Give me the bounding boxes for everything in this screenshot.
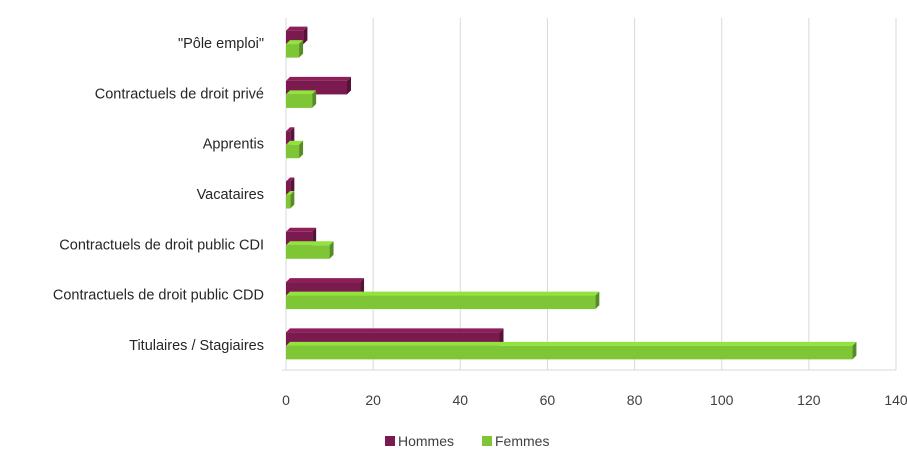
category-label: "Pôle emploi" [178,36,264,52]
bar-side-face [347,76,351,95]
bar-top-face [286,140,304,145]
x-tick-label: 0 [282,392,290,408]
bar-side-face [290,177,295,195]
bar-top-face [286,341,857,346]
bar-top-face [286,76,351,81]
bar-top-face [286,40,304,45]
bar-side-face [312,227,317,246]
bar-front-face [286,295,596,310]
y-axis-categories: "Pôle emploi" Contractuels de droit privé… [53,36,264,354]
bar-femmes [286,291,600,310]
bar-top-face [286,241,334,246]
legend-item-hommes: Hommes [385,433,454,449]
bar-hommes [286,177,295,195]
x-tick-label: 60 [540,392,556,408]
x-tick-label: 40 [452,392,468,408]
bar-side-face [360,278,365,296]
legend-label: Femmes [495,433,549,449]
bar-side-face [290,191,295,209]
legend-label: Hommes [398,433,454,449]
bar-top-face [286,328,504,333]
category-label: Apprentis [203,137,264,153]
bar-front-face [286,94,313,108]
bar-top-face [286,26,308,31]
bar-top-face [286,177,295,182]
bar-front-face [286,131,291,145]
bar-side-face [499,328,504,346]
x-axis-ticks: 0 20 40 60 80 100 120 140 [282,392,907,408]
bar-top-face [286,278,365,283]
category-label: Vacataires [197,187,264,203]
bar-front-face [286,44,300,58]
bar-femmes [286,191,295,209]
bar-side-face [299,140,304,159]
bar-femmes [286,140,304,159]
bar-front-face [286,195,291,209]
bar-side-face [595,291,600,310]
x-tick-label: 140 [884,392,907,408]
x-tick-label: 100 [710,392,734,408]
legend-swatch [385,436,395,446]
category-label: Contractuels de droit public CDD [53,288,264,304]
bar-top-face [286,291,600,296]
bar-top-face [286,227,317,232]
x-tick-label: 120 [797,392,821,408]
bar-side-face [299,40,304,58]
x-tick-label: 80 [627,392,643,408]
bar-front-face [286,181,291,195]
bar-top-face [286,127,295,132]
bar-femmes [286,341,857,360]
x-tick-label: 20 [365,392,381,408]
bar-hommes [286,127,295,145]
category-label: Contractuels de droit privé [95,86,264,102]
bar-side-face [312,90,317,108]
bar-femmes [286,90,317,108]
bar-top-face [286,90,317,95]
category-label: Contractuels de droit public CDI [59,237,264,253]
bar-front-face [286,245,330,259]
bar-side-face [303,26,308,45]
bars [286,26,857,360]
legend-swatch [482,436,492,446]
bar-side-face [852,341,857,360]
bar-top-face [286,191,295,195]
legend: Hommes Femmes [385,433,549,449]
bar-femmes [286,40,304,58]
bar-femmes [286,241,334,259]
bar-side-face [290,127,295,145]
bar-front-face [286,144,300,159]
bar-side-face [329,241,334,259]
legend-item-femmes: Femmes [482,433,549,449]
category-label: Titulaires / Stagiaires [129,338,264,354]
bar-front-face [286,345,853,360]
gridlines [285,18,897,370]
